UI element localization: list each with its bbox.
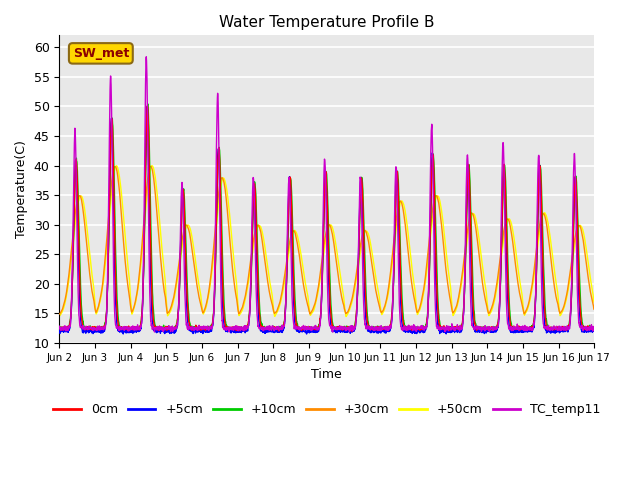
+50cm	[205, 292, 212, 298]
0cm	[56, 324, 63, 330]
Line: +50cm: +50cm	[60, 166, 595, 316]
+10cm	[56, 324, 63, 330]
TC_temp11	[591, 327, 598, 333]
+30cm	[205, 288, 212, 294]
TC_temp11	[143, 54, 150, 60]
+50cm	[355, 264, 362, 269]
+10cm	[144, 101, 152, 107]
+10cm	[298, 328, 305, 334]
TC_temp11	[342, 327, 350, 333]
0cm	[143, 103, 151, 109]
Y-axis label: Temperature(C): Temperature(C)	[15, 140, 28, 238]
+30cm	[559, 307, 566, 313]
+10cm	[591, 326, 598, 332]
+5cm	[342, 329, 350, 335]
X-axis label: Time: Time	[312, 368, 342, 381]
+30cm	[56, 311, 63, 317]
TC_temp11	[329, 329, 337, 335]
+50cm	[342, 313, 350, 319]
Line: TC_temp11: TC_temp11	[60, 57, 595, 332]
+10cm	[355, 271, 362, 277]
TC_temp11	[544, 324, 552, 329]
Line: +10cm: +10cm	[60, 104, 595, 331]
+5cm	[303, 331, 310, 337]
+30cm	[342, 310, 350, 316]
TC_temp11	[355, 258, 362, 264]
+5cm	[544, 328, 552, 334]
+50cm	[148, 163, 156, 168]
+50cm	[342, 313, 350, 319]
+50cm	[591, 300, 598, 305]
+50cm	[483, 293, 490, 299]
+5cm	[559, 328, 566, 334]
Line: +30cm: +30cm	[60, 166, 595, 314]
TC_temp11	[205, 327, 212, 333]
+5cm	[205, 329, 212, 335]
Line: +5cm: +5cm	[60, 107, 595, 334]
+10cm	[544, 323, 552, 329]
TC_temp11	[56, 324, 63, 329]
Text: SW_met: SW_met	[73, 47, 129, 60]
+30cm	[544, 228, 552, 234]
+5cm	[483, 328, 490, 334]
+10cm	[342, 323, 350, 329]
+50cm	[56, 313, 63, 319]
+50cm	[559, 309, 566, 314]
0cm	[348, 328, 356, 334]
+30cm	[355, 258, 362, 264]
Line: 0cm: 0cm	[60, 106, 595, 331]
0cm	[342, 325, 350, 331]
+30cm	[147, 163, 155, 169]
+30cm	[307, 311, 314, 317]
+10cm	[483, 324, 490, 330]
+5cm	[591, 328, 598, 334]
0cm	[559, 325, 566, 331]
+50cm	[544, 217, 552, 223]
Legend: 0cm, +5cm, +10cm, +30cm, +50cm, TC_temp11: 0cm, +5cm, +10cm, +30cm, +50cm, TC_temp1…	[48, 398, 605, 421]
+10cm	[559, 326, 566, 332]
TC_temp11	[559, 325, 566, 331]
0cm	[355, 269, 362, 275]
0cm	[483, 325, 490, 331]
TC_temp11	[483, 324, 490, 330]
0cm	[205, 325, 212, 331]
+30cm	[483, 302, 490, 308]
Title: Water Temperature Profile B: Water Temperature Profile B	[219, 15, 435, 30]
0cm	[544, 327, 552, 333]
+10cm	[205, 325, 212, 331]
+5cm	[143, 104, 151, 109]
+5cm	[56, 329, 63, 335]
0cm	[591, 324, 598, 330]
+30cm	[591, 307, 598, 312]
+5cm	[355, 266, 362, 272]
